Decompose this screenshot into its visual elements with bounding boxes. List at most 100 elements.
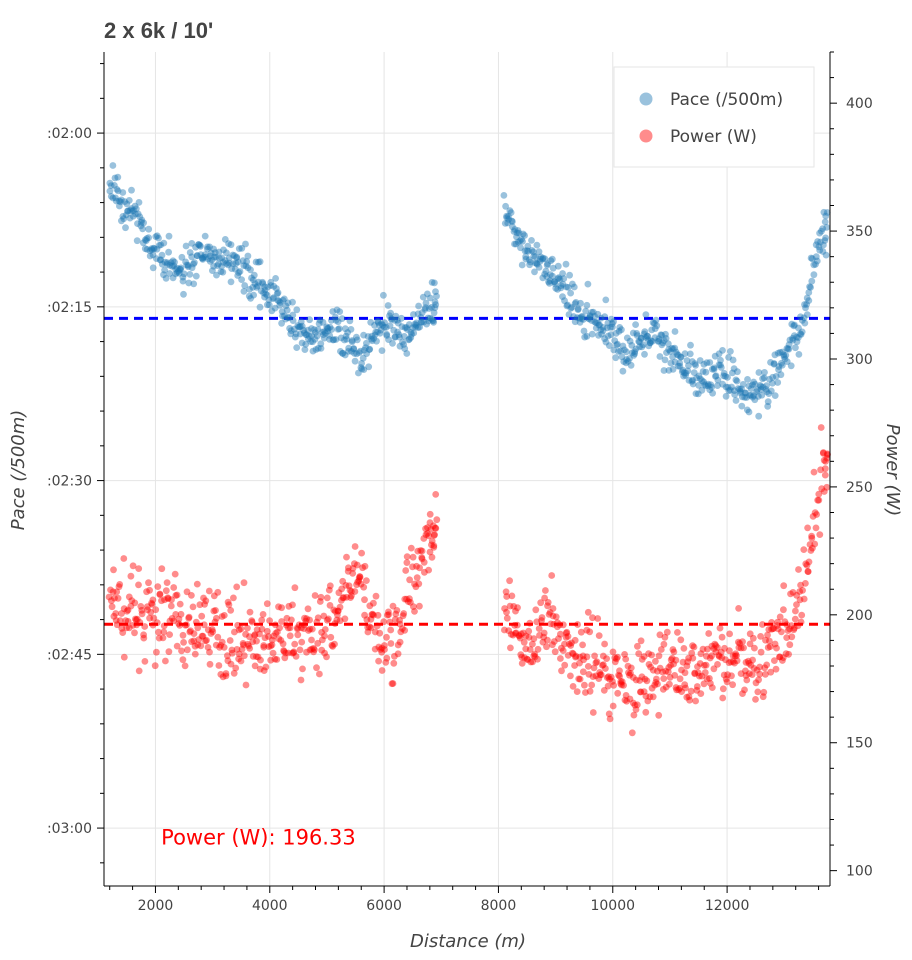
pace-point xyxy=(414,324,422,331)
power-point xyxy=(194,624,202,632)
pace-point xyxy=(539,254,547,262)
power-point xyxy=(620,682,627,689)
pace-point xyxy=(795,324,802,332)
power-point xyxy=(506,577,513,585)
pace-point xyxy=(674,351,682,359)
pace-point xyxy=(273,285,280,292)
power-point xyxy=(208,626,216,633)
pace-point xyxy=(240,288,248,295)
pace-point xyxy=(582,307,590,315)
power-point xyxy=(342,582,350,589)
pace-point xyxy=(122,224,129,232)
power-point xyxy=(179,656,187,664)
pace-point xyxy=(609,323,616,331)
power-point xyxy=(331,620,339,627)
pace-point xyxy=(135,199,143,206)
pace-point xyxy=(782,351,790,359)
pace-point xyxy=(662,330,669,338)
power-point xyxy=(338,597,345,604)
power-point xyxy=(256,665,264,673)
pace-point xyxy=(706,359,714,366)
power-point xyxy=(153,648,160,656)
pace-point xyxy=(274,297,282,304)
pace-point xyxy=(689,376,696,384)
pace-point xyxy=(334,318,342,326)
power-point xyxy=(568,639,575,647)
power-point xyxy=(248,617,256,624)
power-point xyxy=(310,645,317,652)
power-point xyxy=(125,624,133,632)
pace-point xyxy=(244,264,252,272)
pace-point xyxy=(138,216,146,224)
pace-point xyxy=(521,232,528,239)
power-point xyxy=(363,577,370,584)
pace-point xyxy=(798,317,806,324)
power-point xyxy=(670,660,677,668)
power-point xyxy=(263,600,271,608)
pace-point xyxy=(631,348,639,355)
pace-point xyxy=(218,263,226,270)
power-point xyxy=(642,708,650,716)
pace-point xyxy=(742,389,750,397)
pace-point xyxy=(565,311,573,318)
power-point xyxy=(626,671,633,679)
pace-point xyxy=(383,332,391,339)
pace-point xyxy=(188,253,196,261)
pace-point xyxy=(806,283,813,291)
power-point xyxy=(375,657,382,665)
pace-point xyxy=(715,361,723,369)
power-point xyxy=(132,615,139,623)
power-point xyxy=(111,594,118,602)
pace-point xyxy=(543,273,551,280)
pace-point xyxy=(274,289,282,297)
pace-point xyxy=(663,349,670,356)
pace-point xyxy=(660,367,668,374)
pace-point xyxy=(554,286,561,293)
power-point xyxy=(787,590,794,598)
power-point xyxy=(336,603,344,611)
pace-point xyxy=(224,261,232,269)
power-point xyxy=(162,587,170,595)
pace-point xyxy=(242,240,249,248)
power-point xyxy=(753,666,761,674)
pace-point xyxy=(195,241,202,248)
power-point xyxy=(258,616,266,624)
power-point xyxy=(285,624,292,632)
power-point xyxy=(682,684,689,692)
power-point xyxy=(308,636,315,644)
pace-point xyxy=(236,268,244,275)
power-point xyxy=(706,654,714,662)
power-point xyxy=(556,621,564,629)
pace-point xyxy=(559,270,566,277)
power-point xyxy=(821,471,829,479)
pace-point xyxy=(518,261,526,269)
power-point xyxy=(209,628,217,636)
pace-point xyxy=(769,373,777,381)
pace-point xyxy=(223,249,230,257)
pace-point xyxy=(227,278,235,286)
power-point xyxy=(807,547,815,554)
pace-point xyxy=(668,345,676,352)
pace-point xyxy=(658,331,666,339)
power-point xyxy=(823,454,831,462)
power-point xyxy=(704,645,711,653)
power-point xyxy=(154,583,162,590)
pace-point xyxy=(732,397,740,404)
pace-point xyxy=(212,254,220,261)
pace-point xyxy=(193,252,201,259)
pace-point xyxy=(152,233,160,241)
pace-point xyxy=(355,349,363,356)
power-point xyxy=(521,654,528,662)
pace-point xyxy=(117,198,124,206)
pace-point xyxy=(204,243,211,251)
power-point xyxy=(804,568,812,575)
power-point xyxy=(173,591,181,599)
pace-point xyxy=(223,260,231,267)
pace-point xyxy=(654,338,662,345)
pace-point xyxy=(376,329,384,337)
pace-point xyxy=(412,323,419,331)
power-point xyxy=(253,626,261,633)
pace-point xyxy=(170,262,178,270)
power-point xyxy=(502,588,510,596)
pace-point xyxy=(729,369,736,377)
